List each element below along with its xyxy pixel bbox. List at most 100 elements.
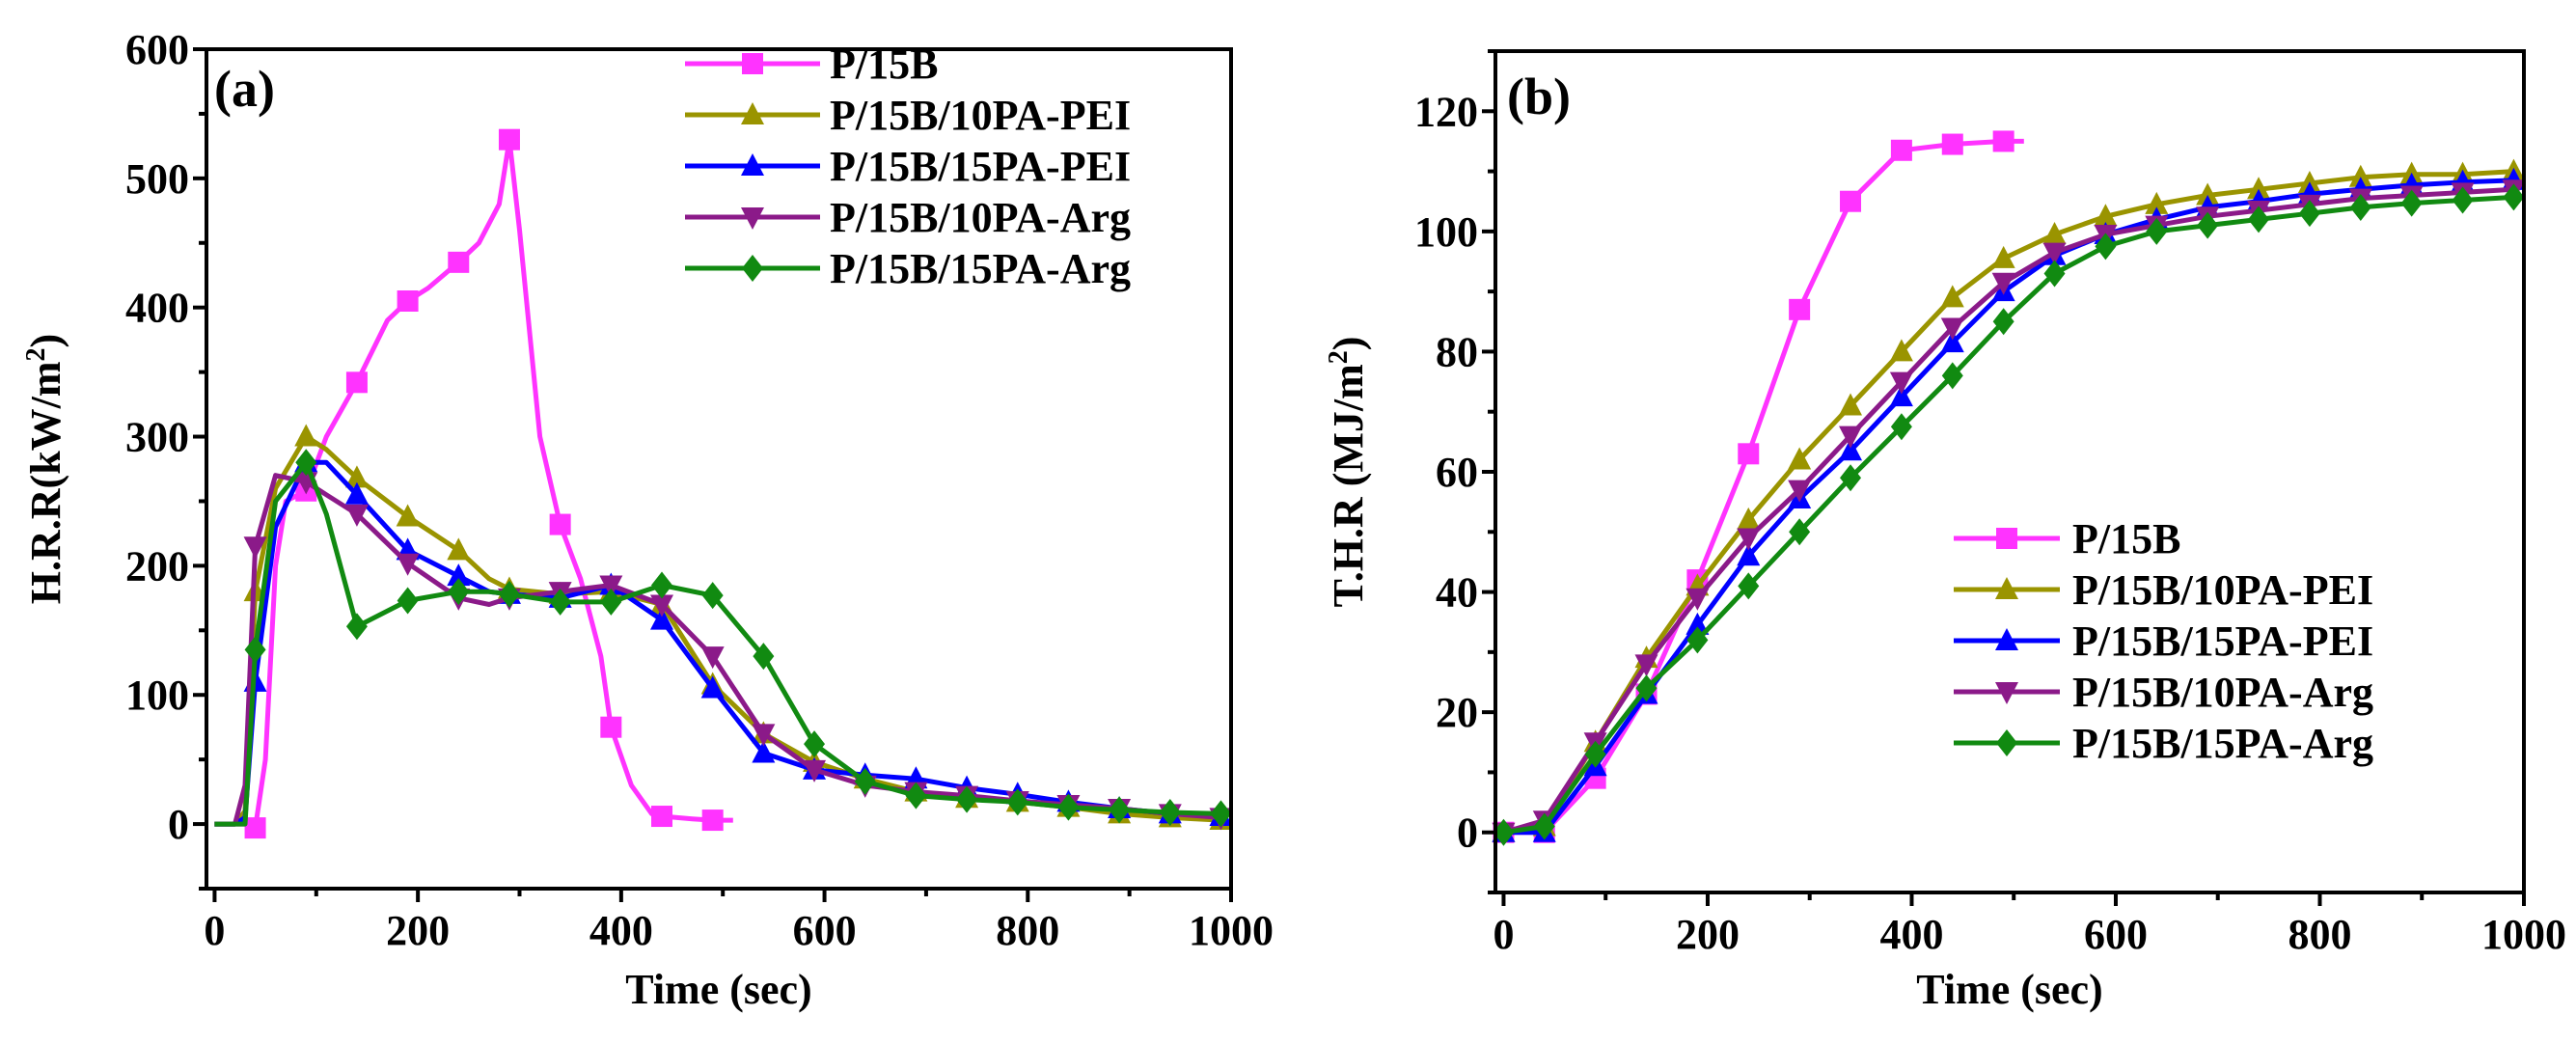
y-axis-label-superscript: 2 — [1324, 350, 1354, 364]
data-point — [1991, 245, 2015, 268]
y-axis-label-close: ) — [1325, 337, 1372, 351]
data-point — [344, 481, 369, 505]
data-point — [701, 810, 724, 832]
data-point — [1889, 339, 1913, 362]
data-point — [243, 536, 267, 560]
data-point — [600, 716, 622, 738]
data-point — [1839, 393, 1863, 416]
data-point — [2452, 186, 2474, 214]
data-point — [1738, 572, 1760, 600]
data-point — [2042, 242, 2067, 265]
data-point — [498, 580, 520, 608]
series-p-15b — [1493, 130, 2024, 843]
panel-b: 0 200 400 600 800 1000 0 20 40 60 80 100 120 (b) Time … — [1324, 49, 2566, 1013]
data-point — [1992, 308, 2014, 336]
y-tick-label: 500 — [125, 155, 189, 203]
data-point — [1738, 443, 1760, 465]
legend-label: P/15B — [830, 41, 938, 88]
y-tick-label: 80 — [1436, 328, 1478, 375]
legend-marker — [741, 153, 764, 176]
y-tick-label: 100 — [125, 672, 189, 719]
data-point — [701, 582, 724, 610]
data-point — [2348, 164, 2372, 187]
data-point — [1737, 528, 1761, 551]
y-axis-label-text: H.R.R(kW/m — [22, 361, 69, 604]
x-tick-label: 0 — [1493, 911, 1514, 958]
legend-marker — [741, 207, 764, 230]
data-point — [345, 613, 368, 641]
data-point — [2247, 177, 2271, 200]
data-point — [498, 128, 520, 151]
data-point — [803, 759, 827, 782]
series-p-15b-10pa-pei — [214, 424, 1233, 831]
legend-marker — [1995, 682, 2018, 704]
data-point — [700, 675, 725, 699]
data-point — [396, 553, 420, 576]
legend-item: P/15B/15PA-Arg — [685, 245, 1131, 292]
data-point — [650, 607, 673, 630]
data-point — [244, 636, 266, 664]
legend-item: P/15B/10PA-PEI — [1954, 566, 2373, 614]
data-point — [294, 424, 318, 447]
data-point — [1940, 285, 1964, 308]
data-point — [1686, 626, 1709, 654]
data-point — [651, 571, 672, 599]
data-point — [2197, 211, 2219, 239]
legend-label: P/15B/10PA-PEI — [830, 92, 1131, 139]
data-point — [397, 290, 419, 312]
legend-marker — [1996, 729, 2017, 756]
data-point — [1685, 612, 1710, 635]
data-point — [1057, 793, 1080, 821]
data-point — [804, 730, 826, 758]
data-point — [344, 504, 369, 527]
x-tick-label: 400 — [1879, 911, 1943, 958]
legend-item: P/15B/10PA-PEI — [685, 92, 1131, 139]
x-axis-label: Time (sec) — [625, 966, 811, 1013]
data-point — [1109, 796, 1131, 824]
data-point — [1210, 800, 1232, 828]
x-tick-label: 200 — [386, 907, 450, 954]
data-point — [1635, 674, 1658, 702]
panel-label: (a) — [214, 60, 275, 118]
data-point — [2298, 200, 2320, 228]
data-point — [1992, 130, 2014, 152]
x-tick-label: 1000 — [1189, 907, 1274, 954]
data-point — [854, 767, 876, 795]
data-point — [1889, 371, 1913, 395]
y-axis-label: H.R.R(kW/m2) — [21, 334, 69, 604]
data-point — [344, 465, 369, 488]
data-point — [2042, 221, 2067, 244]
legend-item: P/15B/10PA-Arg — [685, 194, 1131, 241]
data-point — [2145, 191, 2169, 214]
panel-label: (b) — [1507, 68, 1571, 125]
y-tick-label: 120 — [1414, 88, 1478, 135]
legend-marker — [742, 255, 763, 282]
data-point — [2094, 204, 2118, 227]
data-point — [1159, 799, 1181, 827]
y-tick-label: 400 — [125, 285, 189, 332]
legend-item: P/15B — [1954, 515, 2180, 563]
data-point — [2043, 260, 2066, 288]
legend-label: P/15B — [2072, 515, 2180, 563]
plot-frame — [205, 47, 1233, 891]
y-tick-label: 40 — [1436, 569, 1478, 617]
legend-marker — [1996, 528, 2017, 549]
data-point — [447, 537, 471, 561]
data-point — [549, 513, 571, 535]
y-tick-label: 0 — [168, 801, 189, 848]
data-point — [2503, 183, 2525, 211]
data-point — [651, 806, 672, 828]
data-point — [2196, 182, 2220, 206]
data-point — [1789, 298, 1811, 320]
legend-marker — [741, 102, 764, 124]
legend-label: P/15B/10PA-PEI — [2072, 566, 2373, 614]
data-point — [448, 251, 470, 273]
data-point — [1840, 464, 1862, 492]
data-point — [448, 578, 470, 606]
series-line — [214, 137, 733, 831]
data-point — [752, 724, 776, 747]
series-line — [1503, 138, 2024, 836]
data-point — [1941, 133, 1963, 155]
data-point — [1941, 362, 1963, 390]
data-point — [549, 588, 571, 616]
